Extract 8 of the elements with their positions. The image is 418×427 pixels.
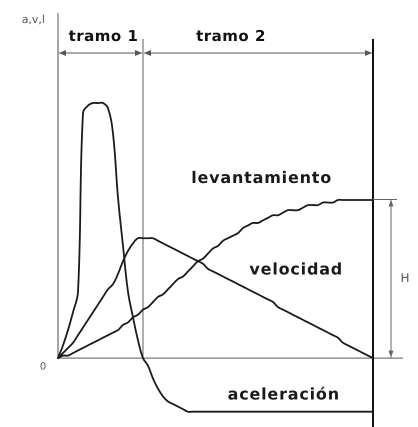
series-label: levantamiento	[191, 168, 332, 188]
text: tramo 2	[196, 26, 266, 45]
text: a,v,l	[22, 12, 45, 26]
text: H	[400, 271, 410, 286]
series-label: aceleración	[228, 384, 340, 404]
text: tramo 1	[68, 26, 138, 45]
text: 0	[40, 362, 46, 373]
series-label: velocidad	[249, 259, 344, 278]
